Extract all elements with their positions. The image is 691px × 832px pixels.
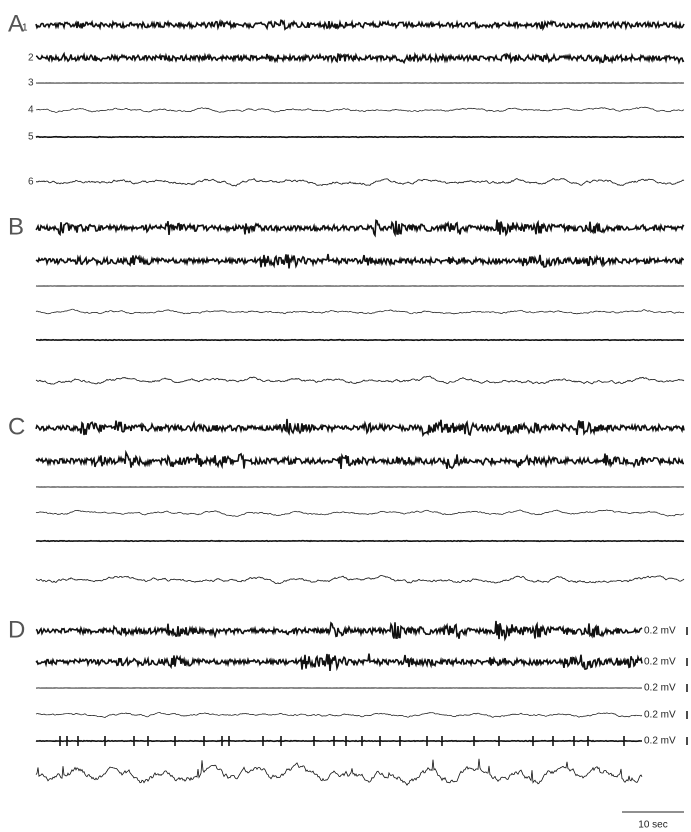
scale-label: 0.2 mV (644, 657, 676, 668)
trace (35, 308, 685, 315)
trace (35, 18, 685, 32)
trace (35, 653, 643, 672)
trace (35, 539, 685, 543)
channel-number: 5 (28, 132, 34, 143)
trace (35, 253, 684, 269)
channel-number: 3 (28, 78, 34, 89)
trace (35, 712, 643, 719)
panel-label: C (8, 413, 25, 440)
trace (36, 106, 685, 113)
trace (35, 219, 685, 238)
channel-number: 4 (28, 105, 34, 116)
scale-label: 0.2 mV (644, 736, 676, 747)
scale-label: 0.2 mV (644, 626, 676, 637)
panel-label: A (8, 10, 24, 37)
trace (35, 575, 685, 585)
scale-label: 0.2 mV (644, 683, 676, 694)
trace (35, 135, 685, 139)
channel-number: 1 (22, 23, 28, 34)
trace (35, 736, 643, 746)
trace (35, 51, 685, 65)
scale-label: 0.2 mV (644, 710, 676, 721)
trace (35, 178, 685, 187)
trace (35, 449, 684, 470)
trace (35, 418, 685, 438)
trace (36, 338, 684, 342)
channel-number: 6 (28, 177, 34, 188)
trace (35, 758, 643, 786)
panel-label: D (8, 616, 25, 643)
trace (35, 620, 643, 642)
trace (35, 509, 685, 517)
trace (35, 375, 685, 385)
channel-number: 2 (28, 53, 34, 64)
time-scale-label: 10 sec (638, 820, 667, 831)
panel-label: B (8, 213, 24, 240)
